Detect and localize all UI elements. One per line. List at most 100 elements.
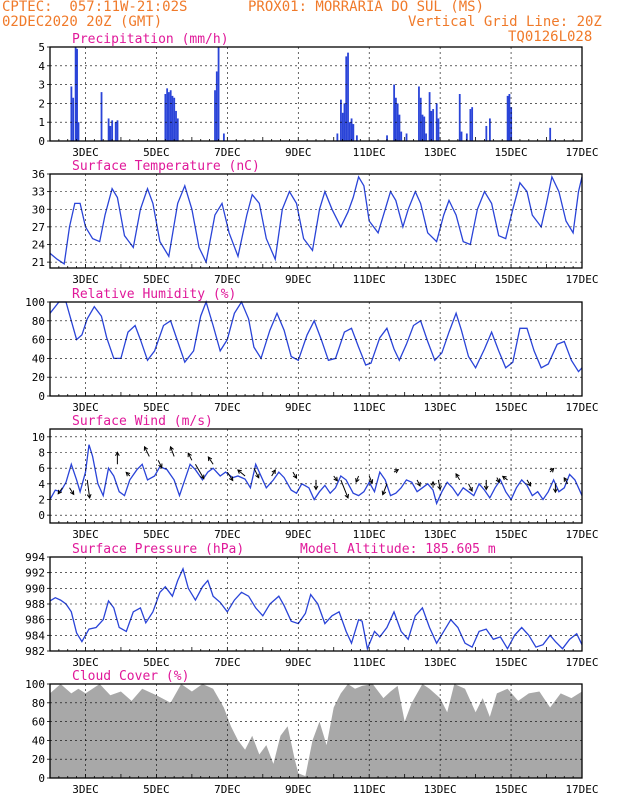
precip-bar-37	[398, 114, 401, 141]
x-tick-label-1: 5DEC	[143, 656, 170, 669]
precip-bar-13	[168, 92, 170, 141]
precip-bar-30	[350, 118, 353, 141]
panel-title-2: Relative Humidity (%)	[72, 287, 236, 302]
wind-arrowhead-31	[526, 481, 532, 487]
wind-arrowhead-22	[394, 469, 400, 474]
precip-bar-27	[345, 56, 348, 141]
precip-bar-60	[549, 127, 552, 141]
precip-bar-26	[343, 103, 346, 141]
precip-bar-22	[222, 133, 225, 141]
precip-bar-53	[469, 109, 472, 141]
wind-arrow-19	[355, 475, 360, 483]
panel-4: 982 984 986 988 990 992 994 3DEC 5DEC 7DEC 9DEC 11D…	[25, 542, 598, 669]
wind-arrowhead-30	[501, 475, 507, 481]
wind-arrow-34	[563, 477, 569, 485]
precip-bar-35	[395, 97, 397, 141]
wind-arrow-12	[237, 469, 246, 477]
x-tick-label-6: 15DEC	[495, 146, 528, 159]
x-tick-label-4: 11DEC	[353, 401, 386, 414]
cloud-cover-area	[50, 684, 582, 778]
precip-bar-17	[175, 110, 177, 141]
y-tick-label-0: 0	[38, 509, 45, 522]
header-model-id: TQ0126L028	[508, 29, 593, 45]
wind-arrowhead-13	[255, 473, 260, 479]
precip-bar-19	[214, 90, 216, 141]
precip-bar-47	[432, 109, 435, 141]
wind-arrowhead-10	[207, 456, 213, 462]
panel-title-0: Precipitation (mm/h)	[72, 32, 229, 47]
wind-arrowhead-19	[355, 477, 360, 483]
x-tick-label-2: 7DEC	[214, 783, 241, 796]
wind-arrowhead-32	[549, 467, 555, 473]
y-tick-label-2: 40	[32, 352, 45, 365]
y-tick-label-3: 988	[25, 598, 45, 611]
x-tick-label-2: 7DEC	[214, 528, 241, 541]
y-tick-label-3: 30	[32, 203, 45, 216]
y-tick-label-4: 4	[38, 60, 45, 73]
x-tick-label-1: 5DEC	[143, 273, 170, 286]
wind-arrowhead-21	[381, 490, 387, 496]
wind-arrowhead-14	[271, 469, 276, 475]
y-tick-label-2: 986	[25, 614, 45, 627]
x-tick-label-7: 17DEC	[565, 656, 598, 669]
wind-arrow-25	[437, 479, 441, 490]
precip-bar-25	[341, 112, 344, 141]
precip-bar-50	[458, 94, 461, 141]
wind-arrow-11	[226, 471, 234, 481]
x-tick-label-5: 13DEC	[424, 146, 457, 159]
y-tick-label-1: 984	[25, 629, 45, 642]
precip-bar-54	[471, 107, 474, 141]
y-tick-label-5: 100	[25, 296, 45, 309]
series-line-4	[49, 566, 583, 651]
x-tick-label-3: 9DEC	[285, 273, 312, 286]
x-tick-label-1: 5DEC	[143, 146, 170, 159]
x-tick-label-3: 9DEC	[285, 528, 312, 541]
wind-arrowhead-18	[344, 493, 350, 499]
wind-arrowhead-8	[187, 452, 192, 458]
y-tick-label-5: 100	[25, 678, 45, 691]
y-tick-label-4: 33	[32, 186, 45, 199]
wind-arrow-14	[271, 469, 276, 477]
x-tick-label-0: 3DEC	[72, 401, 99, 414]
y-tick-label-5: 10	[32, 431, 45, 444]
y-tick-label-2: 27	[32, 221, 45, 234]
y-tick-label-1: 20	[32, 371, 45, 384]
y-tick-label-1: 24	[32, 239, 46, 252]
precip-bar-57	[506, 95, 509, 141]
x-tick-label-0: 3DEC	[72, 146, 99, 159]
x-tick-label-5: 13DEC	[424, 528, 457, 541]
wind-arrow-15	[292, 471, 297, 479]
precip-bar-21	[217, 47, 220, 141]
x-tick-label-1: 5DEC	[143, 783, 170, 796]
wind-arrowhead-29	[495, 478, 500, 484]
y-tick-label-0: 0	[38, 390, 45, 403]
wind-arrow-0	[57, 487, 63, 495]
panel-title-5: Cloud Cover (%)	[72, 669, 189, 684]
x-tick-label-0: 3DEC	[72, 528, 99, 541]
wind-arrow-23	[416, 479, 421, 487]
wind-arrowhead-1	[69, 490, 75, 496]
model-altitude-note: Model Altitude: 185.605 m	[300, 542, 496, 557]
wind-arrowhead-26	[455, 473, 460, 478]
wind-arrowhead-23	[416, 481, 421, 487]
precip-bar-5	[100, 92, 103, 141]
y-tick-label-3: 6	[38, 462, 45, 475]
y-tick-label-3: 60	[32, 334, 45, 347]
precip-bar-32	[355, 135, 358, 141]
precip-bar-34	[393, 84, 396, 141]
wind-arrowhead-28	[483, 485, 489, 491]
chart-header: CPTEC: 057:11W-21:02S PROX01: MORRARIA D…	[0, 0, 618, 46]
precip-bar-24	[340, 99, 342, 141]
series-line-1	[49, 174, 583, 266]
wind-arrow-9	[194, 463, 205, 479]
precip-bar-28	[347, 52, 349, 141]
wind-arrowhead-9	[200, 474, 205, 480]
wind-vectors	[57, 445, 569, 499]
precip-bar-0	[70, 86, 73, 141]
y-tick-label-0: 982	[25, 645, 45, 658]
x-tick-label-4: 11DEC	[353, 656, 386, 669]
precip-bar-49	[437, 118, 440, 141]
precip-bar-36	[396, 103, 399, 141]
precip-bar-33	[386, 135, 388, 141]
wind-arrow-10	[207, 456, 214, 465]
